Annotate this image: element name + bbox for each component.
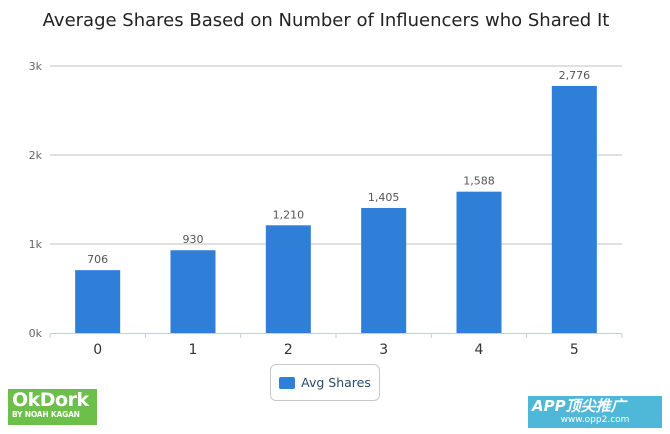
data-label: 930: [183, 233, 204, 246]
app-promo-watermark: APP顶尖推广 www.opp2.com: [528, 396, 662, 428]
app-promo-watermark-text: APP顶尖推广: [532, 397, 626, 415]
y-axis-ticks: 0k 1k 2k 3k: [29, 60, 43, 340]
data-label: 1,210: [273, 208, 305, 221]
bar[interactable]: [456, 191, 502, 333]
okdork-logo-subtext: BY NOAH KAGAN: [12, 410, 80, 419]
y-tick-label: 0k: [29, 327, 43, 340]
data-label: 2,776: [559, 69, 591, 82]
bar[interactable]: [361, 207, 407, 333]
x-tick-label: 4: [475, 342, 484, 358]
x-axis-ticks: 0 1 2 3 4 5: [49, 333, 623, 358]
x-tick-label: 3: [379, 342, 388, 358]
legend-label: Avg Shares: [301, 375, 371, 390]
bar[interactable]: [170, 250, 216, 333]
legend[interactable]: Avg Shares: [270, 364, 380, 401]
x-tick-label: 1: [189, 342, 198, 358]
data-label: 1,588: [463, 175, 495, 188]
y-tick-label: 2k: [29, 149, 43, 162]
data-label: 1,405: [368, 191, 400, 204]
grid-lines: [50, 65, 622, 245]
x-tick-label: 2: [284, 342, 293, 358]
app-promo-watermark-url: www.opp2.com: [560, 415, 630, 425]
okdork-logo: OkDork BY NOAH KAGAN: [8, 389, 97, 425]
bar[interactable]: [551, 85, 597, 333]
data-labels: 706 930 1,210 1,405 1,588 2,776: [87, 69, 590, 266]
x-tick-label: 5: [570, 342, 579, 358]
data-label: 706: [87, 253, 108, 266]
legend-swatch: [279, 376, 296, 389]
bar[interactable]: [75, 270, 121, 333]
y-tick-label: 3k: [29, 60, 43, 73]
okdork-logo-text: OkDork: [12, 389, 89, 411]
y-tick-label: 1k: [29, 238, 43, 251]
x-tick-label: 0: [93, 342, 102, 358]
bar[interactable]: [265, 225, 311, 333]
chart-title: Average Shares Based on Number of Influe…: [42, 10, 610, 31]
bars: [75, 85, 597, 333]
